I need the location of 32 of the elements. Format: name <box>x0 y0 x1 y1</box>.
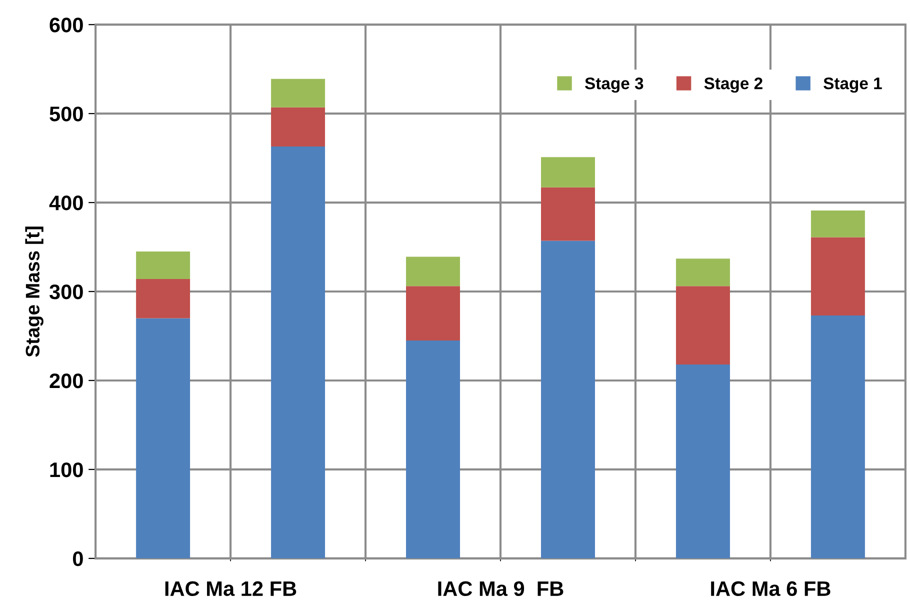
text: IAC Ma 9 FB <box>438 581 564 596</box>
bar <box>271 78 326 108</box>
bar <box>136 318 190 558</box>
bar <box>136 279 190 318</box>
y-tick-label: 400 <box>49 196 83 210</box>
bar <box>676 364 730 558</box>
y-tick-label: 200 <box>50 373 83 388</box>
bar <box>406 340 460 558</box>
text: IAC Ma 6 FB <box>711 581 830 596</box>
bar <box>676 258 730 286</box>
bar <box>271 146 326 558</box>
legend-label: Stage 1 <box>824 77 882 93</box>
y-tick-label: 100 <box>50 462 83 478</box>
y-tick-label: 600 <box>50 18 83 32</box>
bar <box>136 251 190 280</box>
bar <box>540 157 595 188</box>
y-tick-label: 500 <box>50 106 83 122</box>
bar <box>810 237 865 316</box>
bar <box>676 286 730 364</box>
bar <box>540 240 595 558</box>
bar <box>406 256 460 286</box>
y-tick-label: 300 <box>49 284 83 300</box>
bar <box>540 187 595 241</box>
bar <box>406 286 460 340</box>
bar <box>271 107 326 146</box>
bar <box>810 210 865 238</box>
y-axis-title: Stage Mass [t] <box>25 226 44 357</box>
legend-label: Stage 2 <box>704 77 762 93</box>
y-tick-label: 0 <box>72 551 83 566</box>
legend-label: Stage 3 <box>584 77 644 93</box>
bar <box>810 316 865 558</box>
text: IAC Ma 12 FB <box>165 581 296 596</box>
